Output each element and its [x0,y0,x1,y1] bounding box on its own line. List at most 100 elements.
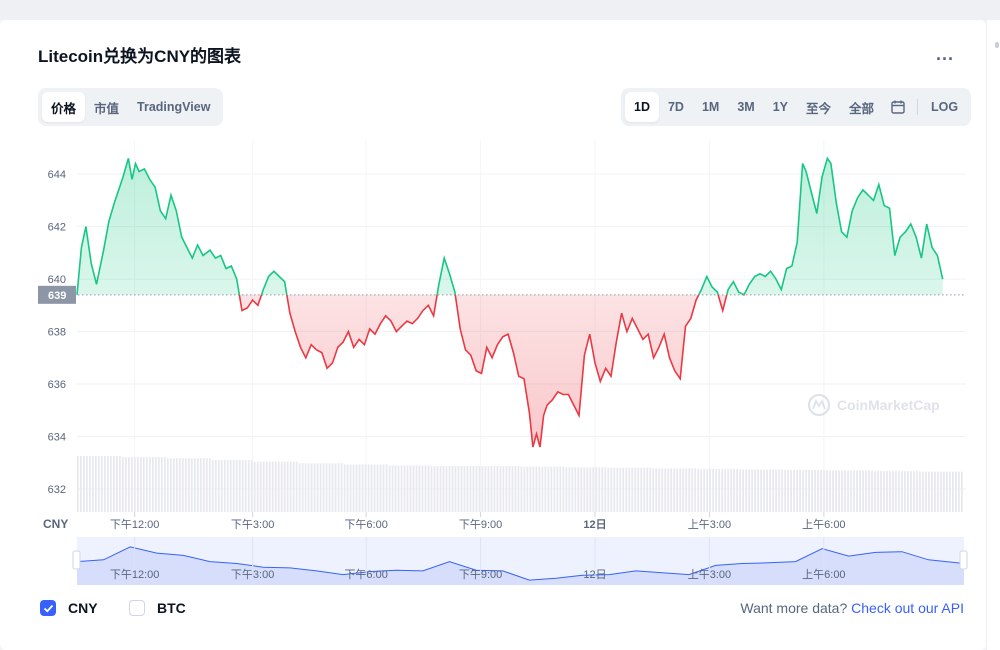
navigator-handle-left[interactable] [72,550,81,570]
volume-bar [847,470,849,512]
volume-bar [796,470,798,512]
volume-bar [199,458,202,512]
volume-bar [553,466,556,512]
volume-bar [718,468,721,512]
volume-bar [358,464,361,512]
volume-bar [148,457,151,512]
y-tick-label: 632 [48,484,66,496]
volume-bar [790,470,792,512]
volume-bar [799,470,801,512]
volume-bar [160,457,163,512]
volume-bar [226,459,229,512]
volume-bar [77,456,79,512]
volume-bar [127,457,130,512]
volume-bar [820,470,822,512]
volume-bar [169,458,172,512]
volume-bar [928,471,930,512]
volume-bar [130,457,133,512]
volume-bar [499,466,502,512]
x-axis-labels: 下午12:00 下午3:00 下午6:00 下午9:00 12日 上午3:00 上午6:00 [110,512,846,531]
volume-bar [649,467,652,512]
volume-bar [658,468,661,512]
navigator-tick-label: 下午3:00 [231,568,274,581]
volume-bar [340,463,343,512]
checkbox-btc[interactable]: BTC [129,600,186,616]
range-1m[interactable]: 1M [701,100,720,114]
volume-bar [850,470,852,512]
volume-bar [235,459,238,512]
range-7d[interactable]: 7D [667,100,684,114]
volume-bar [595,467,598,512]
tab-tradingview[interactable]: TradingView [137,100,211,114]
volume-bar [541,466,544,512]
volume-bar [547,466,550,512]
volume-bar [844,470,846,512]
volume-bar [406,465,409,512]
volume-bar [697,468,700,512]
checkbox-cny-box[interactable] [40,600,56,616]
range-all[interactable]: 全部 [849,101,875,116]
volume-bar [571,467,574,512]
volume-bar [688,468,691,512]
api-link[interactable]: Check out our API [851,600,964,616]
volume-bar [418,465,421,512]
volume-bar [460,466,463,512]
volume-bar [787,470,789,512]
volume-bar [646,467,649,512]
volume-bar [613,467,616,512]
volume-bar [334,463,337,512]
volume-bar [217,459,220,512]
tab-price[interactable]: 价格 [42,92,86,122]
range-1d[interactable]: 1D [625,92,659,122]
more-data-text: Want more data? [740,600,848,616]
volume-bar [145,457,148,512]
volume-bar [511,466,514,512]
volume-bar [421,465,424,512]
volume-bar [760,469,763,512]
volume-bar [316,463,319,512]
price-area-up [77,158,943,295]
price-area-down [239,294,727,447]
volume-bar [706,468,709,512]
volume-bar [808,470,810,512]
volume-bar [556,466,559,512]
coinmarketcap-logo: CoinMarketCap [807,393,940,417]
volume-bar [853,470,855,512]
volume-bar [778,469,781,512]
volume-bar [841,470,843,512]
price-chart[interactable]: 644 642 640 638 636 634 632 下午12:00 下午3:00 下午6:0… [0,130,986,590]
tab-market-cap[interactable]: 市值 [94,101,120,116]
volume-bar [94,456,97,512]
volume-bar [307,463,310,512]
volume-bar [109,456,112,512]
range-1y[interactable]: 1Y [772,100,789,114]
api-promo: Want more data? Check out our API [740,600,964,616]
volume-bar [961,471,963,512]
navigator-handle-right[interactable] [959,550,968,570]
volume-bar [301,463,304,512]
volume-bar [895,471,897,512]
volume-bar [568,467,571,512]
volume-bar [229,459,232,512]
x-tick-label: 下午12:00 [110,518,160,531]
volume-bar [415,465,418,512]
volume-bar [445,466,448,512]
range-navigator[interactable]: 下午12:00 下午3:00 下午6:00 下午9:00 12日 上午3:00 上午6:00 [72,537,968,585]
range-ytd[interactable]: 至今 [806,101,832,116]
volume-bar [925,471,927,512]
volume-bar [454,466,457,512]
volume-bar [751,469,754,512]
volume-bar [829,470,831,512]
checkbox-cny[interactable]: CNY [40,600,98,616]
volume-bar [112,456,115,512]
log-toggle[interactable]: LOG [931,100,959,114]
volume-bar [523,466,526,512]
volume-bar [88,456,91,512]
range-3m[interactable]: 3M [737,100,755,114]
checkbox-btc-box[interactable] [129,600,145,616]
volume-bar [700,468,703,512]
calendar-icon[interactable] [883,92,913,122]
volume-bar [457,466,460,512]
volume-bar [952,471,954,512]
more-horizontal-icon[interactable]: ... [936,44,955,64]
